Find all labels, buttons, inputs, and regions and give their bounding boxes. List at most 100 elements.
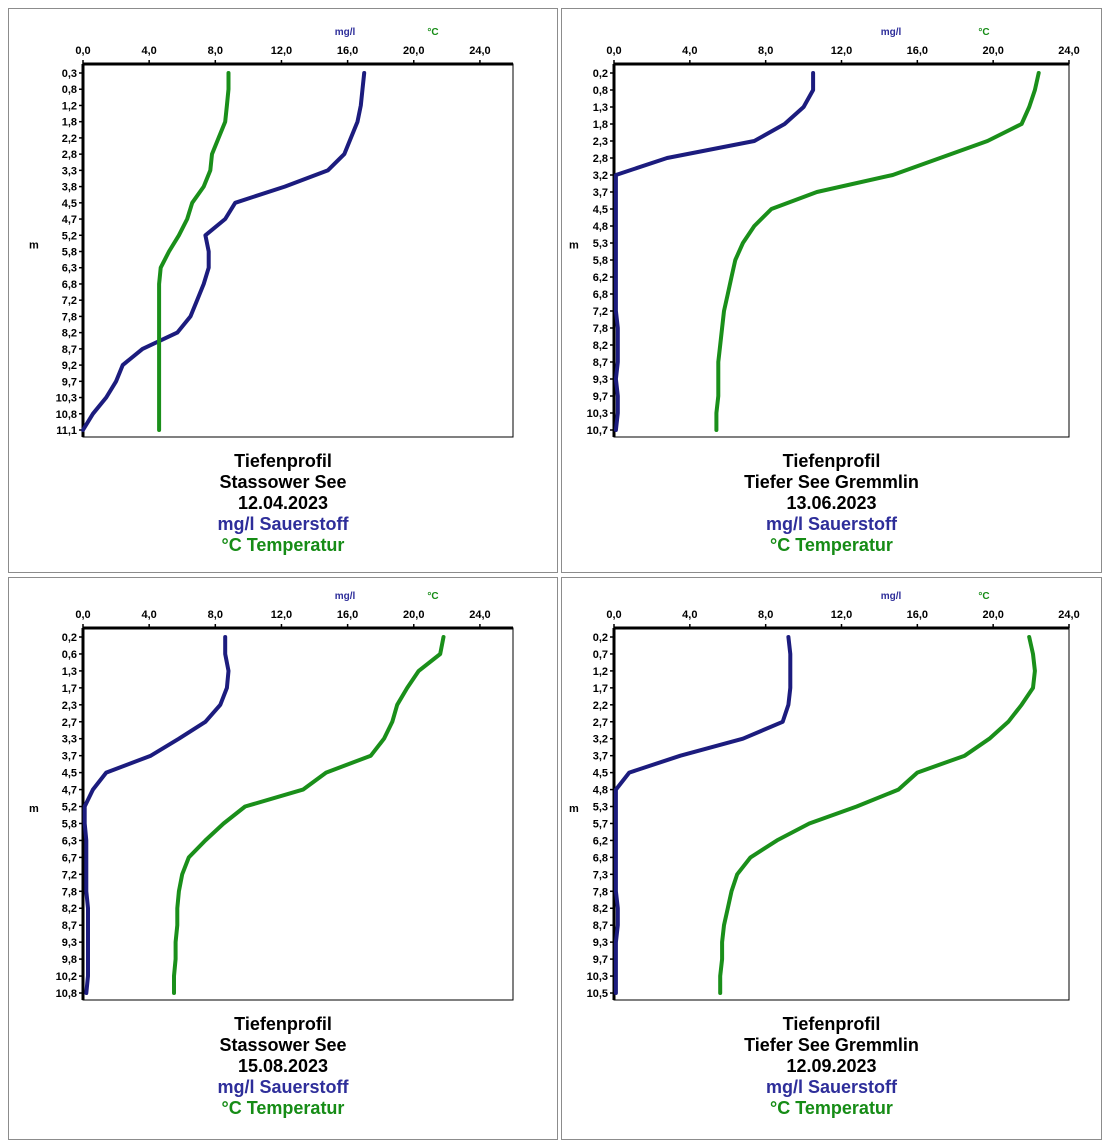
depth-label: 6,8	[593, 852, 608, 864]
legend-temperature: °C Temperatur	[770, 535, 893, 555]
plot-area	[613, 63, 1070, 438]
depth-label: 8,2	[593, 340, 608, 352]
depth-label: 4,5	[593, 768, 608, 780]
chart-caption: Tiefenprofil Tiefer See Gremmlin 13.06.202…	[562, 451, 1101, 556]
depth-label: 1,3	[62, 666, 77, 678]
depth-label: 3,7	[62, 751, 77, 763]
depth-label: 9,7	[593, 954, 608, 966]
legend-temperature: °C Temperatur	[221, 535, 345, 555]
legend-oxygen: mg/l Sauerstoff	[217, 514, 349, 534]
depth-label: 4,8	[593, 221, 608, 233]
x-tick-label: 0,0	[606, 609, 621, 621]
lake-name: Stassower See	[219, 1035, 347, 1055]
x-tick-label: 24,0	[1058, 45, 1079, 57]
x-tick-label: 16,0	[907, 609, 928, 621]
depth-label: 10,3	[587, 408, 608, 420]
depth-label: 10,7	[587, 425, 608, 437]
sample-date: 15.08.2023	[237, 1056, 329, 1076]
depth-label: 1,7	[593, 683, 608, 695]
depth-label: 9,3	[593, 937, 608, 949]
x-tick-label: 12,0	[271, 609, 292, 621]
depth-label: 9,7	[62, 376, 77, 388]
x-tick-label: 24,0	[469, 609, 490, 621]
oxygen-series-line	[81, 71, 367, 432]
depth-label: 10,3	[587, 971, 608, 983]
sample-date: 12.04.2023	[237, 493, 329, 513]
x-tick-label: 4,0	[682, 45, 697, 57]
depth-label: 6,8	[593, 289, 608, 301]
depth-label: 6,2	[593, 835, 608, 847]
depth-label: 1,2	[593, 666, 608, 678]
unit-temperature-label: °C	[427, 591, 438, 602]
depth-label: 1,3	[593, 102, 608, 114]
x-tick-label: 20,0	[982, 45, 1003, 57]
legend-oxygen: mg/l Sauerstoff	[217, 1077, 349, 1097]
depth-label: 1,8	[62, 117, 77, 129]
lake-name: Tiefer See Gremmlin	[744, 472, 919, 492]
x-tick-label: 24,0	[1058, 609, 1079, 621]
x-tick-label: 12,0	[831, 609, 852, 621]
depth-label: 4,5	[62, 198, 77, 210]
unit-oxygen-label: mg/l	[335, 591, 356, 602]
x-tick-label: 4,0	[142, 45, 157, 57]
chart-svg: 0,0 4,0 8,0 12,0 16,0 20,0 24,0 mg/l °C 0,2 0,7 1,2…	[569, 591, 1080, 1001]
depth-label: 11,1	[56, 425, 77, 437]
y-axis-label: m	[569, 240, 579, 252]
legend-oxygen: mg/l Sauerstoff	[765, 514, 898, 534]
depth-label: 9,7	[593, 391, 608, 403]
depth-label: 5,8	[62, 818, 77, 830]
depth-label: 0,8	[593, 85, 608, 97]
lake-name: Stassower See	[219, 472, 347, 492]
depth-label: 6,2	[593, 272, 608, 284]
x-tick-label: 4,0	[682, 609, 697, 621]
depth-label: 7,2	[62, 295, 77, 307]
depth-label: 7,8	[593, 323, 608, 335]
depth-label: 2,3	[593, 136, 608, 148]
x-tick-label: 0,0	[606, 45, 621, 57]
depth-label: 3,7	[593, 751, 608, 763]
chart-caption: Tiefenprofil Stassower See 15.08.2023 mg/l …	[9, 1014, 557, 1119]
depth-label: 3,7	[593, 187, 608, 199]
x-tick-label: 12,0	[271, 45, 292, 57]
depth-label: 0,7	[593, 649, 608, 661]
depth-label: 5,8	[593, 255, 608, 267]
depth-label: 5,2	[62, 230, 77, 242]
depth-label: 1,7	[62, 683, 77, 695]
unit-oxygen-label: mg/l	[335, 27, 356, 38]
depth-label: 5,3	[593, 238, 608, 250]
depth-label: 3,2	[593, 170, 608, 182]
depth-label: 7,8	[62, 886, 77, 898]
unit-oxygen-label: mg/l	[881, 591, 902, 602]
chart-caption: Tiefenprofil Stassower See 12.04.2023 mg/l …	[9, 451, 557, 556]
legend-oxygen: mg/l Sauerstoff	[765, 1077, 898, 1097]
depth-label: 6,3	[62, 835, 77, 847]
temperature-series-line	[172, 635, 446, 995]
depth-label: 7,2	[593, 306, 608, 318]
x-tick-label: 20,0	[982, 609, 1003, 621]
depth-label: 8,7	[593, 357, 608, 369]
depth-label: 2,2	[62, 133, 77, 145]
depth-label: 9,2	[62, 360, 77, 372]
depth-label: 9,8	[62, 954, 77, 966]
depth-label: 4,5	[62, 768, 77, 780]
chart-panel-3: 0,0 4,0 8,0 12,0 16,0 20,0 24,0 mg/l °C 0,2 0,6 1,3…	[8, 577, 558, 1140]
x-tick-label: 16,0	[907, 45, 928, 57]
oxygen-series-line	[613, 635, 793, 995]
depth-label: 10,5	[587, 988, 608, 1000]
depth-label: 6,7	[62, 852, 77, 864]
x-tick-label: 16,0	[337, 609, 358, 621]
depth-label: 1,8	[593, 119, 608, 131]
chart-svg: 0,0 4,0 8,0 12,0 16,0 20,0 24,0 mg/l °C 0,2 0,8 1,3…	[569, 27, 1080, 438]
depth-label: 10,2	[56, 971, 77, 983]
depth-label: 7,3	[593, 869, 608, 881]
x-tick-label: 8,0	[208, 45, 223, 57]
plot-area	[82, 63, 514, 438]
x-tick-label: 16,0	[337, 45, 358, 57]
depth-label: 0,8	[62, 84, 77, 96]
depth-label: 0,3	[62, 68, 77, 80]
x-tick-label: 8,0	[758, 45, 773, 57]
depth-label: 4,8	[593, 785, 608, 797]
x-tick-label: 0,0	[75, 45, 90, 57]
depth-label: 2,8	[593, 153, 608, 165]
depth-label: 8,7	[62, 920, 77, 932]
